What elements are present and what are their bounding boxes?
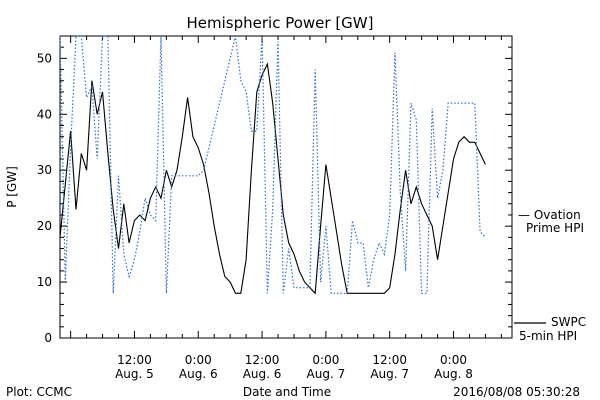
y-tick-label: 20 (37, 219, 52, 233)
x-tick-label-date: Aug. 5 (115, 367, 154, 381)
x-tick-label-date: Aug. 8 (434, 367, 473, 381)
x-tick-label-date: Aug. 7 (307, 367, 346, 381)
legend-ovation-label-2: Prime HPI (526, 221, 584, 235)
y-tick-label: 10 (37, 275, 52, 289)
x-tick-label: 0:00 (312, 353, 339, 367)
x-tick-label: 0:00 (440, 353, 467, 367)
x-tick-label: 12:00 (245, 353, 280, 367)
legend-swpc-label: SWPC (551, 315, 586, 329)
series-layer (59, 35, 486, 295)
x-tick-label-date: Aug. 6 (243, 367, 282, 381)
plot-frame (59, 35, 513, 339)
plot-timestamp: 2016/08/08 05:30:28 (453, 385, 580, 399)
chart-title: Hemispheric Power [GW] (187, 14, 374, 32)
axis-ticks (60, 36, 512, 339)
legend-swpc-label-2: 5-min HPI (519, 329, 577, 343)
y-tick-label: 40 (37, 107, 52, 121)
x-tick-label-date: Aug. 6 (179, 367, 218, 381)
y-tick-label: 30 (37, 163, 52, 177)
x-axis-label: Date and Time (243, 385, 331, 399)
x-tick-label: 0:00 (185, 353, 212, 367)
x-tick-label: 12:00 (117, 353, 152, 367)
swpc-hpi-line (59, 62, 486, 295)
y-tick-label: 50 (37, 51, 52, 65)
x-tick-label: 12:00 (372, 353, 407, 367)
y-axis-label: P [GW] (5, 166, 19, 208)
ovation-prime-hpi-line (59, 35, 486, 294)
y-tick-labels: 0 10 20 30 40 50 (37, 51, 52, 345)
x-tick-label-date: Aug. 7 (370, 367, 409, 381)
legend-ovation-label: — Ovation (518, 208, 581, 222)
plot-credit: Plot: CCMC (6, 385, 72, 399)
y-tick-label: 0 (44, 331, 52, 345)
